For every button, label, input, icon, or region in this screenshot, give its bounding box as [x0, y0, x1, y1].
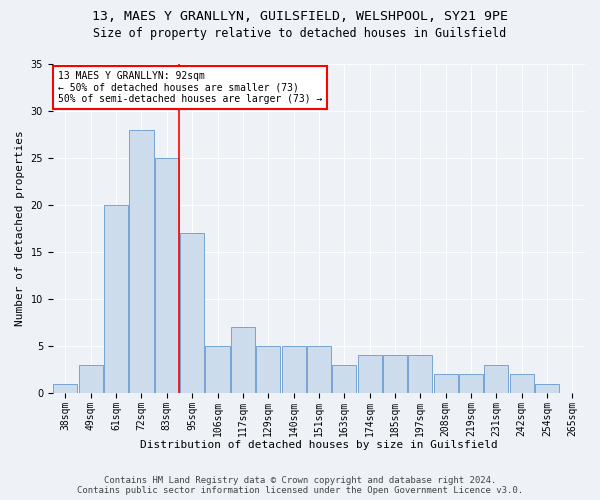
Bar	[53, 384, 77, 393]
Bar	[408, 356, 433, 393]
Text: 13, MAES Y GRANLLYN, GUILSFIELD, WELSHPOOL, SY21 9PE: 13, MAES Y GRANLLYN, GUILSFIELD, WELSHPO…	[92, 10, 508, 23]
Bar	[307, 346, 331, 393]
Bar	[79, 364, 103, 393]
Text: Contains HM Land Registry data © Crown copyright and database right 2024.
Contai: Contains HM Land Registry data © Crown c…	[77, 476, 523, 495]
Bar	[358, 356, 382, 393]
Bar	[231, 327, 255, 393]
Bar	[256, 346, 280, 393]
X-axis label: Distribution of detached houses by size in Guilsfield: Distribution of detached houses by size …	[140, 440, 498, 450]
Bar	[104, 205, 128, 393]
Bar	[205, 346, 230, 393]
Bar	[180, 233, 204, 393]
Y-axis label: Number of detached properties: Number of detached properties	[15, 130, 25, 326]
Bar	[459, 374, 483, 393]
Text: 13 MAES Y GRANLLYN: 92sqm
← 50% of detached houses are smaller (73)
50% of semi-: 13 MAES Y GRANLLYN: 92sqm ← 50% of detac…	[58, 70, 322, 104]
Bar	[535, 384, 559, 393]
Bar	[434, 374, 458, 393]
Bar	[484, 364, 508, 393]
Bar	[155, 158, 179, 393]
Bar	[383, 356, 407, 393]
Bar	[509, 374, 533, 393]
Bar	[130, 130, 154, 393]
Bar	[281, 346, 305, 393]
Bar	[332, 364, 356, 393]
Text: Size of property relative to detached houses in Guilsfield: Size of property relative to detached ho…	[94, 28, 506, 40]
